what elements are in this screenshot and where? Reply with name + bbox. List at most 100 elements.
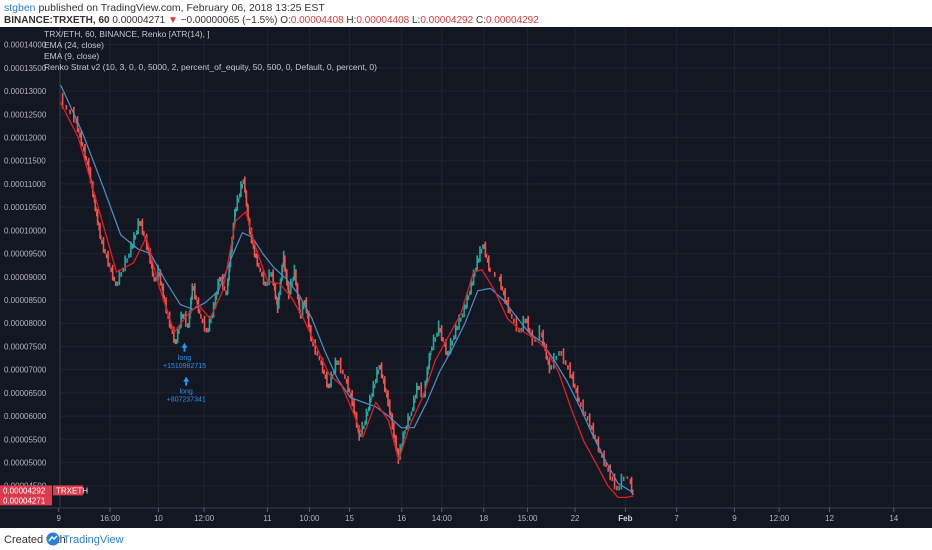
up-brick bbox=[303, 300, 306, 305]
publish-info: published on TradingView.com, February 0… bbox=[35, 2, 325, 14]
up-brick bbox=[374, 378, 377, 384]
down-brick bbox=[505, 300, 508, 305]
down-brick bbox=[528, 327, 531, 333]
down-brick bbox=[307, 311, 310, 327]
down-brick bbox=[349, 392, 352, 398]
down-brick bbox=[101, 239, 103, 245]
x-tick-label: Feb bbox=[618, 514, 632, 523]
up-brick bbox=[208, 315, 211, 332]
down-brick bbox=[380, 362, 383, 379]
down-brick bbox=[339, 357, 342, 374]
down-brick bbox=[77, 128, 80, 133]
up-brick bbox=[137, 218, 139, 235]
down-brick bbox=[531, 329, 534, 346]
down-brick bbox=[111, 264, 114, 281]
down-brick bbox=[391, 413, 394, 430]
down-brick bbox=[498, 276, 501, 282]
up-brick bbox=[429, 355, 431, 361]
down-brick bbox=[171, 329, 174, 335]
down-brick bbox=[81, 142, 84, 147]
down-brick bbox=[327, 383, 330, 389]
down-brick bbox=[442, 337, 444, 342]
low-value: 0.00004292 bbox=[420, 15, 474, 26]
up-brick bbox=[190, 297, 192, 314]
down-brick bbox=[167, 313, 170, 319]
up-brick bbox=[266, 281, 268, 287]
down-brick bbox=[173, 326, 175, 343]
down-brick bbox=[247, 216, 250, 222]
up-brick bbox=[279, 278, 282, 295]
down-brick bbox=[323, 369, 325, 375]
x-tick-label: 22 bbox=[571, 514, 580, 523]
down-brick bbox=[342, 369, 344, 375]
down-brick bbox=[286, 269, 288, 286]
signal-label: long bbox=[178, 355, 191, 362]
close-price-tag bbox=[0, 495, 52, 506]
up-brick bbox=[126, 258, 128, 263]
up-brick bbox=[228, 267, 231, 273]
down-brick bbox=[262, 269, 265, 286]
up-brick bbox=[233, 208, 236, 225]
down-brick bbox=[601, 453, 603, 458]
up-brick bbox=[366, 411, 369, 417]
ema-9-line bbox=[39, 49, 634, 499]
down-brick bbox=[96, 208, 99, 225]
up-brick bbox=[188, 311, 191, 327]
up-brick bbox=[301, 301, 304, 318]
up-brick bbox=[456, 326, 459, 331]
up-brick bbox=[291, 281, 293, 287]
down-brick bbox=[440, 325, 443, 341]
up-brick bbox=[242, 179, 245, 184]
down-brick bbox=[152, 272, 155, 278]
down-brick bbox=[613, 473, 616, 490]
up-brick bbox=[464, 304, 467, 310]
time-axis[interactable]: 9 16:00 10 12:00 11 10:00 15 16 14:00 18 15:00 22 Fe… bbox=[0, 507, 932, 523]
up-brick bbox=[302, 304, 305, 310]
up-brick bbox=[268, 269, 270, 286]
down-brick bbox=[626, 476, 629, 479]
down-brick bbox=[201, 318, 204, 324]
y-tick-label: 0.00009500 bbox=[4, 250, 47, 259]
down-brick bbox=[200, 313, 202, 319]
y-tick-label: 0.00012000 bbox=[4, 133, 47, 142]
down-brick bbox=[298, 297, 301, 314]
down-brick bbox=[324, 374, 327, 379]
long-arrow-icon bbox=[181, 342, 188, 352]
up-brick bbox=[477, 258, 480, 263]
up-brick bbox=[367, 406, 370, 412]
up-brick bbox=[480, 248, 483, 254]
down-brick bbox=[386, 392, 388, 398]
down-brick bbox=[354, 410, 356, 416]
up-brick bbox=[178, 329, 180, 335]
up-brick bbox=[402, 431, 404, 447]
author-link[interactable]: stgben bbox=[4, 2, 36, 14]
up-brick bbox=[454, 322, 457, 340]
down-brick bbox=[225, 290, 227, 296]
down-brick bbox=[306, 309, 308, 314]
down-brick bbox=[502, 290, 505, 296]
down-brick bbox=[245, 190, 248, 207]
up-brick bbox=[453, 335, 455, 341]
down-brick bbox=[198, 309, 201, 314]
down-brick bbox=[75, 118, 78, 124]
down-brick bbox=[348, 388, 351, 393]
down-brick bbox=[87, 157, 90, 174]
down-brick bbox=[547, 360, 550, 366]
close-value: 0.00004292 bbox=[485, 15, 539, 26]
up-brick bbox=[215, 295, 218, 301]
tradingview-link[interactable]: TradingView bbox=[63, 534, 124, 546]
up-brick bbox=[288, 290, 291, 296]
up-brick bbox=[538, 325, 541, 341]
down-brick bbox=[571, 374, 573, 379]
down-brick bbox=[299, 313, 302, 319]
down-brick bbox=[569, 362, 571, 379]
up-brick bbox=[330, 371, 332, 388]
down-brick bbox=[149, 248, 151, 264]
down-brick bbox=[543, 341, 545, 347]
up-brick bbox=[432, 334, 435, 351]
price-axis[interactable]: 0.00014000 0.00013500 0.00013000 0.00012500… bbox=[0, 27, 61, 508]
down-brick bbox=[542, 329, 544, 346]
down-brick bbox=[160, 281, 163, 287]
up-brick bbox=[618, 485, 620, 491]
